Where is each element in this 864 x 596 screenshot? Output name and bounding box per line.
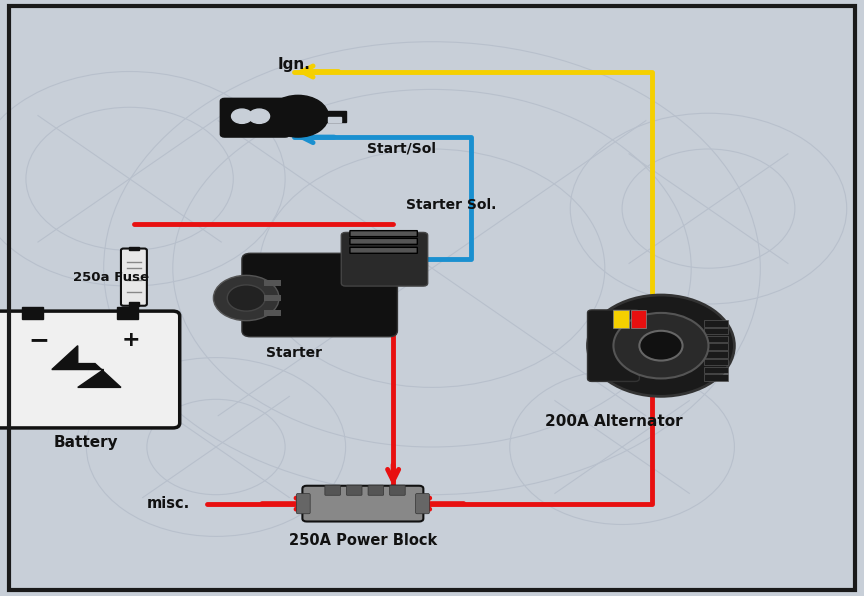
FancyBboxPatch shape [631, 310, 646, 328]
FancyBboxPatch shape [129, 302, 139, 306]
FancyBboxPatch shape [704, 320, 728, 327]
FancyBboxPatch shape [302, 486, 423, 522]
Bar [264, 280, 281, 286]
Text: −: − [29, 328, 49, 352]
Text: Starter: Starter [266, 346, 321, 359]
Polygon shape [52, 346, 121, 387]
FancyBboxPatch shape [704, 367, 728, 373]
Text: Starter Sol.: Starter Sol. [406, 198, 497, 212]
Text: 250a Fuse: 250a Fuse [73, 271, 149, 284]
FancyBboxPatch shape [328, 117, 341, 122]
FancyBboxPatch shape [341, 232, 428, 286]
FancyBboxPatch shape [296, 493, 310, 514]
FancyBboxPatch shape [704, 359, 728, 365]
FancyBboxPatch shape [704, 336, 728, 342]
Bar [264, 310, 281, 316]
FancyBboxPatch shape [22, 307, 43, 319]
FancyBboxPatch shape [704, 343, 728, 350]
Circle shape [639, 331, 683, 361]
Text: Battery: Battery [54, 435, 118, 450]
FancyBboxPatch shape [121, 249, 147, 306]
Circle shape [249, 109, 270, 123]
FancyBboxPatch shape [325, 485, 340, 495]
Text: Ign.: Ign. [277, 57, 310, 72]
Circle shape [227, 285, 265, 311]
FancyBboxPatch shape [242, 253, 397, 337]
Circle shape [213, 275, 279, 321]
FancyBboxPatch shape [416, 493, 429, 514]
Text: misc.: misc. [147, 496, 190, 511]
Circle shape [588, 295, 734, 396]
FancyBboxPatch shape [704, 374, 728, 381]
Circle shape [268, 95, 328, 137]
Text: Start/Sol: Start/Sol [367, 142, 436, 156]
Text: 250A Power Block: 250A Power Block [289, 533, 437, 548]
FancyBboxPatch shape [298, 111, 346, 122]
FancyBboxPatch shape [220, 98, 289, 137]
FancyBboxPatch shape [117, 307, 138, 319]
FancyBboxPatch shape [390, 485, 405, 495]
FancyBboxPatch shape [704, 328, 728, 334]
Bar [264, 295, 281, 301]
FancyBboxPatch shape [350, 238, 417, 244]
FancyBboxPatch shape [346, 485, 362, 495]
Text: +: + [122, 330, 141, 350]
Circle shape [613, 313, 708, 378]
Circle shape [232, 109, 252, 123]
FancyBboxPatch shape [613, 310, 629, 328]
FancyBboxPatch shape [588, 310, 639, 381]
FancyBboxPatch shape [350, 247, 417, 253]
Text: 200A Alternator: 200A Alternator [544, 414, 683, 429]
FancyBboxPatch shape [704, 351, 728, 358]
FancyBboxPatch shape [0, 311, 180, 428]
FancyBboxPatch shape [350, 231, 417, 237]
FancyBboxPatch shape [129, 247, 139, 250]
FancyBboxPatch shape [368, 485, 384, 495]
